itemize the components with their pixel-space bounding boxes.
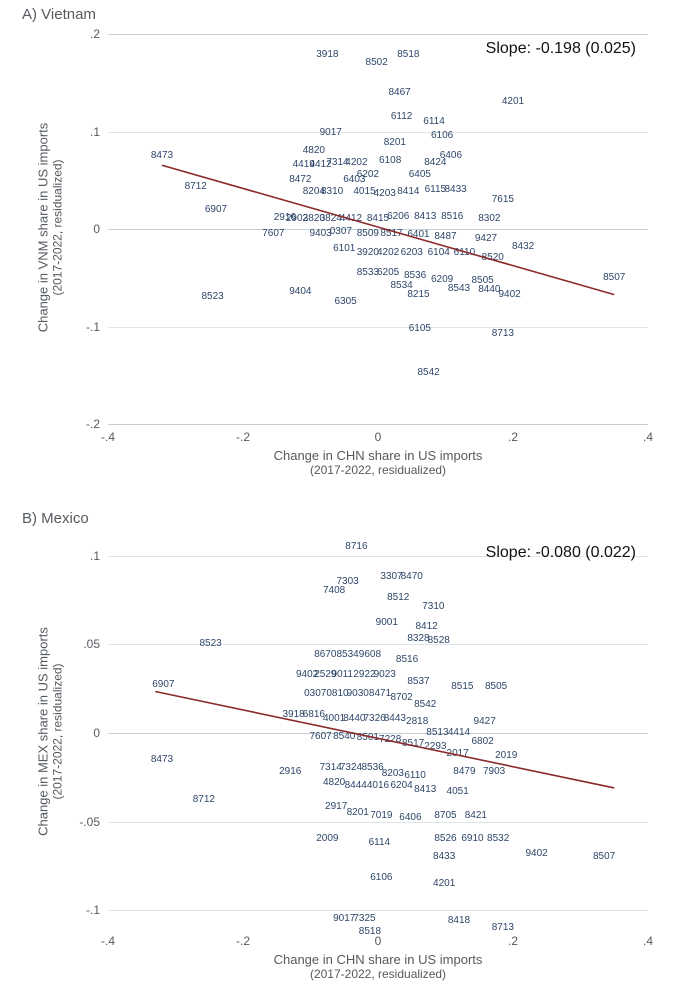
x-tick: .4	[643, 430, 653, 444]
figure: A) Vietnam Slope: -0.198 (0.025)391885188…	[0, 0, 680, 1000]
x-axis-label: Change in CHN share in US imports(2017-2…	[108, 952, 648, 981]
y-tick: -.2	[86, 417, 100, 431]
x-tick: .2	[508, 430, 518, 444]
x-axis-label: Change in CHN share in US imports(2017-2…	[108, 448, 648, 477]
y-axis-label: Change in VNM share in US imports(2017-2…	[36, 33, 65, 423]
y-tick: .1	[90, 125, 100, 139]
panel-title-vietnam: A) Vietnam	[22, 6, 96, 23]
y-axis-label: Change in MEX share in US imports(2017-2…	[36, 537, 65, 927]
x-tick: .4	[643, 934, 653, 948]
y-tick: -.05	[79, 815, 100, 829]
x-tick: -.4	[101, 430, 115, 444]
y-tick: -.1	[86, 320, 100, 334]
x-tick: 0	[375, 934, 382, 948]
y-tick: 0	[93, 222, 100, 236]
x-tick: 0	[375, 430, 382, 444]
y-tick: -.1	[86, 903, 100, 917]
fit-line	[108, 34, 648, 424]
fit-line	[108, 538, 648, 928]
plot-mexico: Slope: -0.080 (0.022)8716330784707303851…	[108, 538, 648, 928]
panel-title-mexico: B) Mexico	[22, 510, 89, 527]
y-tick: .05	[83, 637, 100, 651]
y-tick: 0	[93, 726, 100, 740]
y-tick: .1	[90, 549, 100, 563]
y-tick: .2	[90, 27, 100, 41]
x-tick: -.2	[236, 430, 250, 444]
gridline	[108, 424, 648, 425]
x-tick: -.2	[236, 934, 250, 948]
x-tick: -.4	[101, 934, 115, 948]
x-tick: .2	[508, 934, 518, 948]
plot-vietnam: Slope: -0.198 (0.025)3918851885028467420…	[108, 34, 648, 424]
